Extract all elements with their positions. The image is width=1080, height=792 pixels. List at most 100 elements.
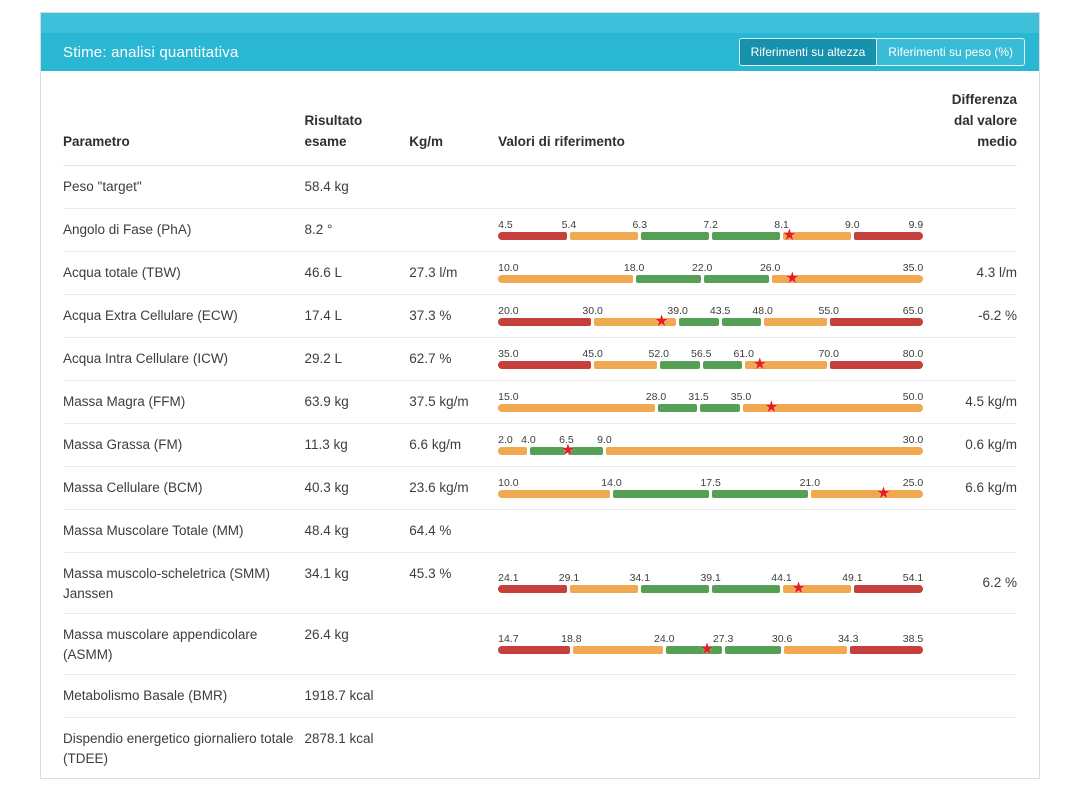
- tick-label: 9.9: [908, 219, 924, 231]
- toggle-button-riferimenti-altezza[interactable]: Riferimenti su altezza: [739, 39, 877, 65]
- param-cell: Acqua Intra Cellulare (ICW): [63, 351, 229, 366]
- range-segment-red: [498, 585, 568, 593]
- perm-cell: 45.3 %: [409, 566, 452, 581]
- tick-label: 30.6: [771, 633, 793, 645]
- range-segment-red: [853, 585, 924, 593]
- tick-label: 39.1: [700, 572, 721, 584]
- reference-bar-cell: 10.0 18.0 22.0 26.0 35.0 ★: [498, 252, 929, 294]
- table-row: Dispendio energetico giornaliero totale …: [63, 718, 1017, 778]
- param-cell: Massa muscolare appendicolare (ASMM): [63, 627, 258, 662]
- diff-cell: 4.3 l/m: [976, 265, 1018, 280]
- perm-cell: 23.6 kg/m: [409, 480, 469, 495]
- reference-bar-cell: 2.0 4.0 6.5 9.0 30.0 ★: [498, 424, 929, 466]
- analysis-panel: Stime: analisi quantitativa Riferimenti …: [40, 12, 1040, 779]
- value-star-icon: ★: [791, 580, 806, 597]
- column-header-risultato-esame: Risultato esame: [304, 113, 363, 149]
- diff-cell: [929, 209, 1017, 251]
- tick-label: 44.1: [771, 572, 792, 584]
- reference-track: ★: [498, 485, 924, 502]
- value-star-icon: ★: [699, 641, 715, 658]
- reference-bar-cell: 35.0 45.0 52.0 56.5 61.0 70.0 80.0 ★: [498, 338, 929, 380]
- tick-label: 5.4: [561, 219, 577, 231]
- reference-bar: 10.0 14.0 17.5 21.0 25.0 ★: [498, 472, 923, 504]
- range-segment-red: [498, 232, 568, 240]
- perm-cell: 37.5 kg/m: [409, 394, 469, 409]
- range-segment-green: [703, 275, 769, 283]
- result-cell: 34.1 kg: [304, 566, 349, 581]
- range-segment-orange: [605, 447, 924, 455]
- param-cell: Acqua Extra Cellulare (ECW): [63, 308, 238, 323]
- range-segment-orange: [498, 447, 527, 455]
- tick-label: 35.0: [498, 348, 519, 360]
- range-segment-orange: [742, 404, 924, 412]
- range-segment-green: [721, 318, 762, 326]
- diff-cell: 0.6 kg/m: [965, 437, 1018, 452]
- tick-label: 9.0: [597, 434, 612, 446]
- reference-track: ★: [498, 313, 924, 330]
- tick-label: 25.0: [902, 477, 924, 489]
- tick-label: 43.5: [709, 305, 731, 317]
- range-segment-red: [498, 646, 570, 654]
- range-segment-orange: [570, 585, 639, 593]
- tick-label: 10.0: [498, 477, 519, 489]
- tick-label: 70.0: [818, 348, 839, 360]
- tick-label: 22.0: [691, 262, 713, 274]
- toggle-button-riferimenti-peso[interactable]: Riferimenti su peso (%): [876, 39, 1024, 65]
- tick-label: 80.0: [902, 348, 924, 360]
- reference-bar: 24.1 29.1 34.1 39.1 44.1 49.1 54.1 ★: [498, 567, 923, 599]
- reference-track: ★: [498, 399, 924, 416]
- column-header-kgm: Kg/m: [409, 134, 444, 149]
- param-cell: Massa Muscolare Totale (MM): [63, 523, 244, 538]
- range-segment-red: [830, 361, 924, 369]
- reference-bar-cell: 20.0 30.0 39.0 43.5 48.0 55.0 65.0 ★: [498, 295, 929, 337]
- table-body: Peso "target" 58.4 kg Angolo di Fase (PhA)…: [63, 166, 1017, 778]
- value-star-icon: ★: [560, 442, 576, 459]
- diff-cell: 6.2 %: [982, 575, 1018, 590]
- param-cell: Massa Cellulare (BCM): [63, 480, 203, 495]
- range-segment-green: [660, 361, 700, 369]
- table-header-row: Parametro Risultato esame Kg/m Valori di…: [63, 71, 1017, 166]
- column-header-parametro: Parametro: [63, 134, 130, 149]
- reference-track: ★: [498, 356, 924, 373]
- param-cell: Dispendio energetico giornaliero totale …: [63, 731, 294, 766]
- param-cell: Metabolismo Basale (BMR): [63, 688, 228, 703]
- tick-label: 52.0: [648, 348, 669, 360]
- range-segment-orange: [783, 646, 847, 654]
- param-cell: Massa muscolo-scheletrica (SMM) Janssen: [63, 566, 271, 601]
- result-cell: 63.9 kg: [304, 394, 349, 409]
- column-header-differenza: Differenza dal valore medio: [951, 92, 1018, 149]
- diff-cell: 4.5 kg/m: [965, 394, 1018, 409]
- result-cell: 8.2 °: [304, 222, 333, 237]
- perm-cell: 62.7 %: [409, 351, 452, 366]
- reference-bar: 4.5 5.4 6.3 7.2 8.1 9.0 9.9 ★: [498, 214, 923, 246]
- range-segment-green: [700, 404, 740, 412]
- range-segment-orange: [498, 404, 655, 412]
- reference-track: ★: [498, 641, 924, 658]
- range-segment-green: [665, 646, 722, 654]
- range-segment-green: [712, 232, 780, 240]
- reference-bar: 15.0 28.0 31.5 35.0 50.0 ★: [498, 386, 923, 418]
- range-segment-green: [657, 404, 697, 412]
- tick-label: 17.5: [700, 477, 721, 489]
- perm-cell: [409, 209, 498, 251]
- tick-label: 2.0: [498, 434, 513, 446]
- tick-label: 45.0: [582, 348, 603, 360]
- tick-label: 29.1: [558, 572, 580, 584]
- tick-label: 54.1: [902, 572, 924, 584]
- diff-cell: [929, 510, 1017, 552]
- diff-cell: -6.2 %: [977, 308, 1018, 323]
- param-cell: Angolo di Fase (PhA): [63, 222, 192, 237]
- value-star-icon: ★: [752, 356, 767, 373]
- reference-bar-cell: [498, 510, 929, 552]
- tick-label: 55.0: [818, 305, 839, 317]
- range-segment-green: [679, 318, 719, 326]
- range-segment-green: [712, 490, 809, 498]
- range-segment-green: [635, 275, 701, 283]
- range-segment-orange: [570, 232, 639, 240]
- value-star-icon: ★: [785, 270, 800, 287]
- perm-cell: 27.3 l/m: [409, 265, 458, 280]
- result-cell: 11.3 kg: [304, 437, 348, 452]
- tick-label: 48.0: [752, 305, 773, 317]
- reference-bar-cell: 10.0 14.0 17.5 21.0 25.0 ★: [498, 467, 929, 509]
- tick-label: 21.0: [799, 477, 821, 489]
